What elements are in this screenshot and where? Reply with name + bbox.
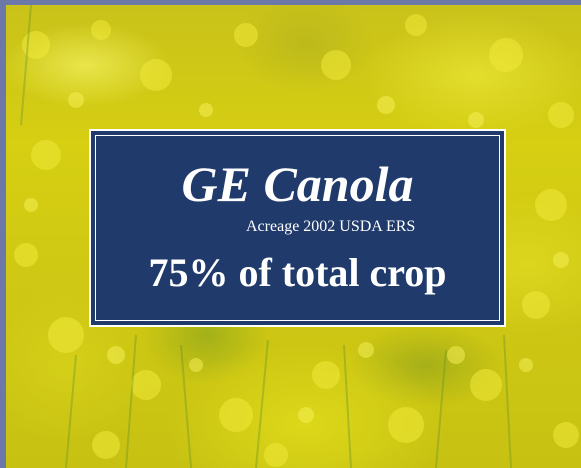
slide-headline: 75% of total crop (148, 250, 447, 295)
slide-title: GE Canola (181, 156, 414, 212)
canola-field-texture (14, 5, 579, 468)
slide-subtitle: Acreage 2002 USDA ERS (246, 218, 416, 235)
title-sign: GE Canola Acreage 2002 USDA ERS 75% of t… (89, 129, 506, 327)
sign-inner-border (95, 135, 500, 321)
